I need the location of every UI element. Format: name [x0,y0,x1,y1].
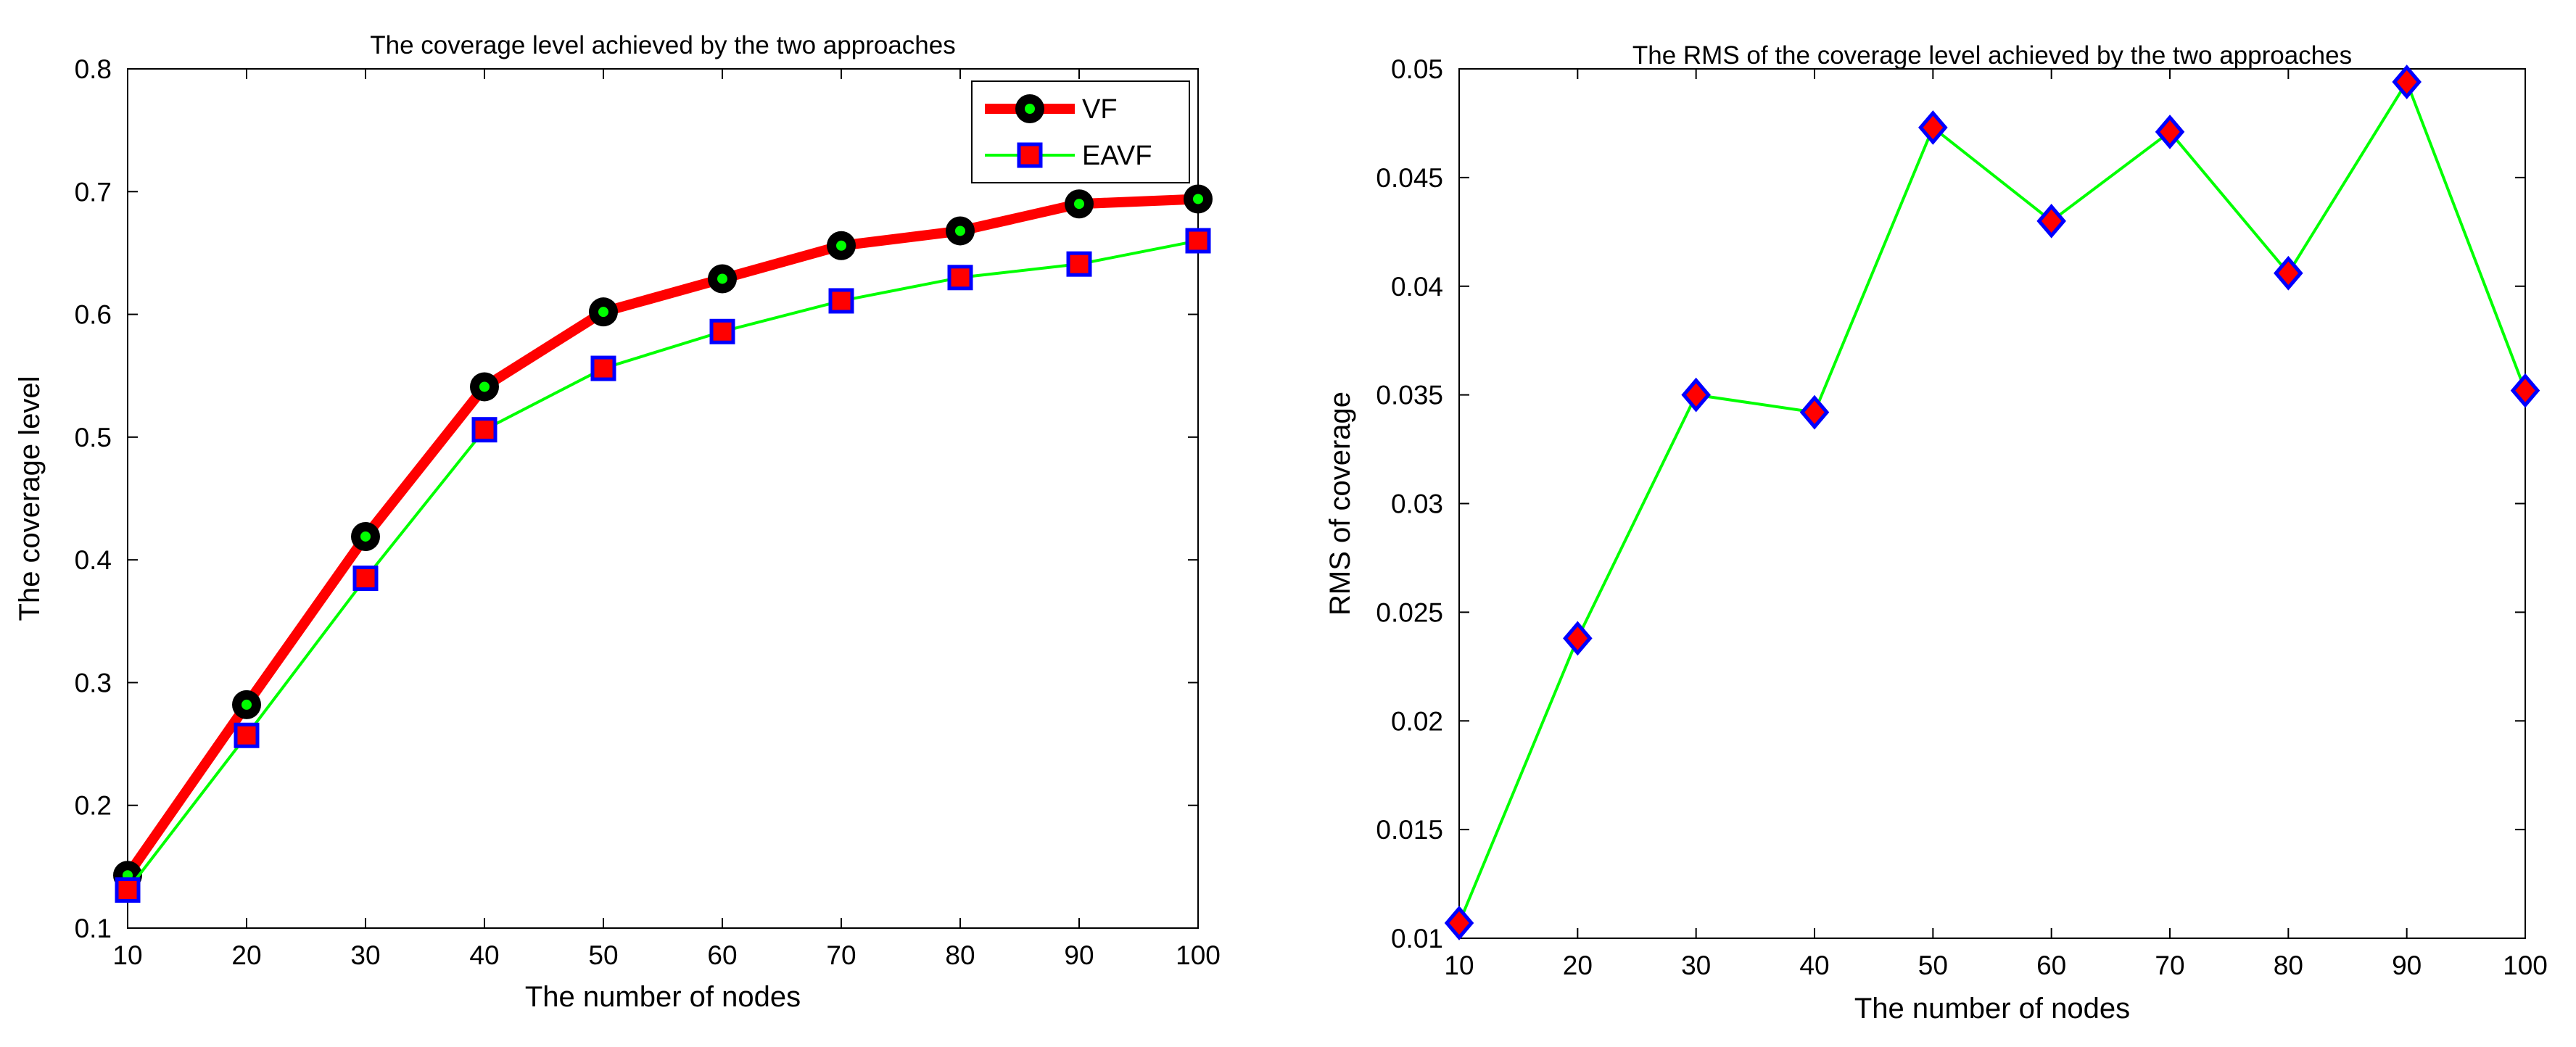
x-tick-label: 10 [1444,951,1474,980]
plot-area [1458,68,2526,939]
y-tick-label: 0.05 [1391,54,1443,84]
data-point-rms [2510,373,2540,408]
data-point-vf [946,216,975,246]
chart-title: The RMS of the coverage level achieved b… [1632,41,2352,70]
x-tick-label: 100 [1176,940,1221,970]
x-axis-label: The number of nodes [525,981,801,1013]
marker-inner [1074,199,1084,210]
y-tick-label: 0.015 [1376,815,1443,845]
x-tick-label: 100 [2503,951,2548,980]
y-axis-label: The coverage level [14,376,46,621]
marker-inner [242,699,252,710]
y-tick-label: 0.4 [75,545,112,575]
legend-box [971,80,1190,183]
legend-label-vf: VF [1082,94,1118,125]
data-point-eavf [352,566,379,592]
series-line-vf [123,194,1199,879]
data-point-eavf [471,417,498,443]
x-tick-label: 20 [231,940,261,970]
data-point-rms [2392,65,2422,99]
marker-inner [598,307,608,318]
coverage-chart: The coverage level achieved by the two a… [14,31,1221,1013]
x-tick-label: 40 [1799,951,1829,980]
data-point-vf [232,690,261,719]
x-tick-label: 40 [469,940,499,970]
x-tick-label: 80 [2274,951,2303,980]
x-tick-label: 70 [826,940,856,970]
y-tick-label: 0.045 [1376,163,1443,193]
x-tick-label: 30 [350,940,380,970]
y-tick-label: 0.03 [1391,489,1443,519]
data-point-eavf [709,318,735,344]
data-point-eavf [590,355,616,381]
marker-inner [479,381,490,392]
y-tick-label: 0.7 [75,177,112,207]
marker-inner [955,225,965,236]
plot-area [127,68,1199,929]
data-point-rms [1563,621,1593,656]
marker-inner [360,531,371,542]
marker-inner [1193,194,1203,204]
y-tick-label: 0.6 [75,300,112,330]
y-tick-label: 0.8 [75,54,112,84]
data-point-eavf [1066,251,1092,277]
y-tick-label: 0.1 [75,914,112,943]
series-line-rms [1458,80,2527,924]
data-point-vf [1184,184,1213,214]
x-tick-label: 60 [707,940,737,970]
marker-inner [717,273,727,284]
y-tick-label: 0.04 [1391,272,1443,302]
y-tick-label: 0.5 [75,423,112,452]
y-tick-label: 0.01 [1391,924,1443,953]
data-point-rms [1918,110,1948,145]
data-point-vf [708,264,737,294]
data-point-rms [2155,115,2185,149]
x-tick-label: 90 [2392,951,2422,980]
x-tick-label: 90 [1064,940,1094,970]
data-point-vf [1065,189,1094,219]
data-point-rms [2036,203,2066,239]
x-axis-label: The number of nodes [1854,993,2130,1025]
x-tick-label: 60 [2036,951,2066,980]
data-point-rms [1681,377,1711,413]
x-tick-label: 50 [1918,951,1948,980]
data-point-eavf [115,877,141,903]
x-tick-label: 80 [945,940,975,970]
data-point-vf [470,372,499,402]
data-point-eavf [1185,228,1211,254]
data-point-vf [589,297,618,327]
x-tick-label: 20 [1563,951,1593,980]
data-point-rms [2274,255,2303,291]
data-point-eavf [234,722,260,748]
legend-label-eavf: EAVF [1082,141,1152,171]
series-line-eavf [126,239,1199,891]
rms-chart: The RMS of the coverage level achieved b… [1324,41,2548,1025]
x-tick-label: 50 [588,940,618,970]
chart-title: The coverage level achieved by the two a… [370,31,955,59]
x-tick-label: 10 [112,940,142,970]
x-tick-label: 70 [2155,951,2184,980]
legend-marker-inner [1025,104,1035,114]
y-tick-label: 0.02 [1391,706,1443,736]
data-point-eavf [947,265,973,291]
y-tick-label: 0.025 [1376,597,1443,627]
y-axis-label: RMS of coverage [1324,392,1356,616]
y-tick-label: 0.2 [75,791,112,821]
data-point-rms [1444,906,1474,940]
data-point-vf [827,231,856,260]
legend-marker [1017,142,1043,168]
data-point-vf [351,521,380,551]
y-tick-label: 0.035 [1376,381,1443,410]
data-point-eavf [828,288,854,314]
x-tick-label: 30 [1681,951,1711,980]
marker-inner [836,240,846,251]
data-point-rms [1799,394,1830,430]
legend: VF EAVF [971,80,1190,183]
y-tick-label: 0.3 [75,668,112,698]
